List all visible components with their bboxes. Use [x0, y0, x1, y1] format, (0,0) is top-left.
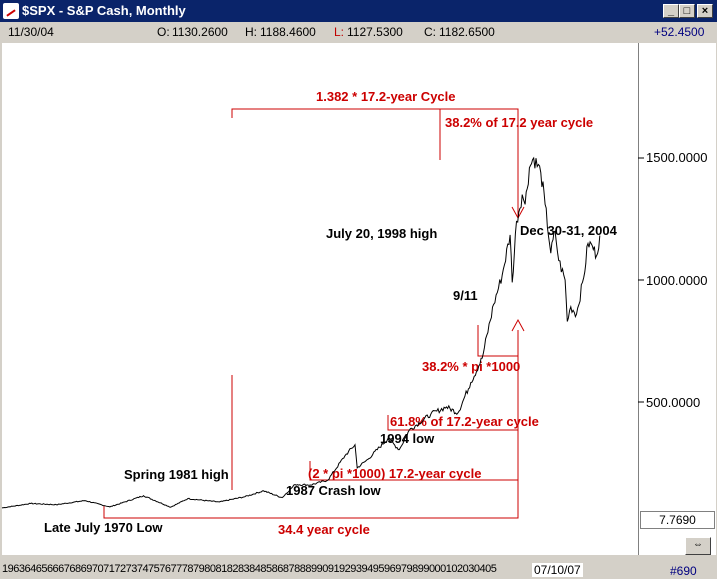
- chart-app-icon: [3, 3, 19, 19]
- annotation-layer: 1.382 * 17.2-year Cycle 38.2% of 17.2 yea…: [44, 89, 618, 537]
- annotation-1382-cycle: 1.382 * 17.2-year Cycle: [316, 89, 456, 104]
- bracket-344-cycle: [103, 330, 519, 519]
- y-tick-label: 500.0000: [646, 395, 701, 410]
- annotation-911: 9/11: [453, 288, 478, 303]
- annotation-344-cycle: 34.4 year cycle: [278, 522, 370, 537]
- annotation-1987-crash: 1987 Crash low: [286, 483, 382, 498]
- annotation-1981-high: Spring 1981 high: [124, 467, 229, 482]
- chart-plot-area[interactable]: [2, 43, 638, 555]
- low-label: L:: [334, 25, 345, 39]
- record-count: #690: [670, 564, 697, 578]
- annotation-dec-2004: Dec 30-31, 2004: [520, 223, 618, 238]
- annotation-1998-high: July 20, 1998 high: [326, 226, 437, 241]
- bracket-618-cycle: [387, 415, 518, 431]
- high-value: 1188.4600: [260, 25, 316, 39]
- close-label: C:: [424, 25, 436, 39]
- low-value: 1127.5300: [347, 25, 403, 39]
- close-button[interactable]: ×: [697, 4, 713, 18]
- high-label: H:: [245, 25, 257, 39]
- cursor-date: 07/10/07: [532, 563, 583, 577]
- annotation-1994-low: 1994 low: [380, 431, 435, 446]
- open-value: 1130.2600: [172, 25, 228, 39]
- change-value: +52.4500: [654, 25, 705, 39]
- maximize-button[interactable]: □: [679, 4, 695, 18]
- y-tick-label: 1500.0000: [646, 150, 708, 165]
- bracket-pi-1000: [477, 325, 518, 357]
- arrow-up: [511, 318, 525, 332]
- bracket-2pi-cycle: [309, 461, 518, 481]
- annotation-618-cycle: 61.8% of 17.2-year cycle: [390, 414, 539, 429]
- close-value: 1182.6500: [439, 25, 495, 39]
- annotation-pi-1000: 38.2% * pi *1000: [422, 359, 520, 374]
- x-tick-labels: 1963646566676869707172737475767778798081…: [2, 563, 497, 575]
- indicator-value-box: 7.7690: [640, 511, 715, 529]
- annotation-2pi-cycle: (2 * pi *1000) 17.2-year cycle: [308, 466, 481, 481]
- price-axis[interactable]: [638, 43, 716, 555]
- y-tick-label: 1000.0000: [646, 273, 708, 288]
- window-title: $SPX - S&P Cash, Monthly: [22, 3, 186, 18]
- y-tick-marks: [638, 157, 644, 403]
- quote-bar: 11/30/04 O: 1130.2600 H: 1188.4600 L: 11…: [0, 22, 717, 42]
- bracket-1382-cycle: [231, 108, 519, 218]
- minimize-button[interactable]: _: [663, 4, 679, 18]
- open-label: O:: [157, 25, 170, 39]
- quote-date: 11/30/04: [8, 25, 54, 39]
- scale-toggle-button[interactable]: ⇔: [685, 537, 711, 555]
- annotation-382-cycle: 38.2% of 17.2 year cycle: [445, 115, 593, 130]
- annotation-1970-low: Late July 1970 Low: [44, 520, 163, 535]
- title-bar[interactable]: $SPX - S&P Cash, Monthly _ □ ×: [0, 0, 717, 22]
- price-series-line: [1, 156, 601, 509]
